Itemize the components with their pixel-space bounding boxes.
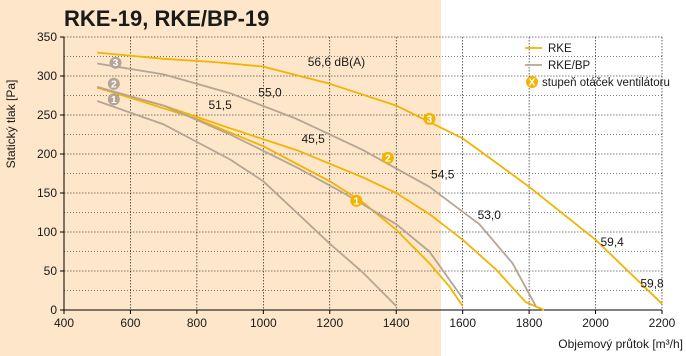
y-tick-label: 250 — [37, 108, 57, 122]
speed-marker-label: 1 — [111, 95, 117, 106]
series-line-rke-speed-2 — [96, 86, 545, 311]
x-tick-label: 400 — [54, 316, 74, 330]
speed-marker-label: 3 — [113, 58, 119, 69]
x-tick-label: 1600 — [449, 316, 476, 330]
series-line-rke-speed-3 — [97, 51, 663, 305]
y-tick-label: 100 — [37, 225, 57, 239]
y-tick-label: 200 — [37, 147, 57, 161]
noise-level-label: 59,4 — [600, 235, 624, 249]
speed-marker-label: 3 — [427, 114, 433, 125]
x-tick-label: 1200 — [316, 316, 343, 330]
y-tick-label: 350 — [37, 30, 57, 44]
x-tick-label: 1000 — [250, 316, 277, 330]
x-tick-label: 1800 — [516, 316, 543, 330]
speed-marker — [350, 194, 363, 207]
x-tick-label: 2200 — [649, 316, 676, 330]
x-tick-label: 800 — [187, 316, 207, 330]
y-axis-label: Statický tlak [Pa] — [4, 80, 18, 169]
x-tick-label: 1400 — [383, 316, 410, 330]
y-tick-label: 300 — [37, 69, 57, 83]
plot-area: 400 600 800 1000 1200 1400 1600 1800 2000 2200050… — [37, 30, 676, 330]
noise-level-label: 45,5 — [301, 132, 325, 146]
speed-marker — [381, 151, 394, 164]
highlight-band — [0, 0, 441, 356]
speed-marker-label: 2 — [385, 153, 391, 164]
x-axis-label: Objemový průtok [m³/h] — [558, 337, 683, 351]
legend-label: RKE — [548, 43, 572, 55]
series-line-rke-speed-1 — [96, 86, 464, 307]
noise-level-label: 59,8 — [640, 276, 664, 290]
series-line-rke-bp-speed-3 — [97, 62, 537, 307]
speed-marker-label: 2 — [111, 79, 117, 90]
series-line-rke-bp-speed-2 — [96, 86, 464, 299]
legend-marker — [526, 76, 538, 88]
noise-level-label: 51,5 — [208, 98, 232, 112]
series-line-rke-bp-speed-1 — [96, 100, 397, 307]
speed-marker — [107, 93, 120, 106]
speed-marker — [423, 112, 436, 125]
noise-level-label: 54,5 — [431, 167, 455, 181]
noise-level-label: 56,6 dB(A) — [308, 55, 365, 69]
speed-marker — [109, 56, 122, 69]
chart-title: RKE-19, RKE/BP-19 — [64, 6, 269, 31]
legend-label: RKE/BP — [548, 60, 591, 72]
speed-marker — [107, 77, 120, 90]
y-tick-label: 150 — [37, 186, 57, 200]
x-tick-label: 2000 — [582, 316, 609, 330]
y-tick-label: 50 — [44, 264, 58, 278]
speed-marker-label: 1 — [354, 196, 360, 207]
noise-level-label: 53,0 — [478, 208, 502, 222]
noise-level-label: 55,0 — [258, 85, 282, 99]
y-tick-label: 0 — [50, 303, 57, 317]
legend-label: stupeň otáček ventilátoru — [542, 77, 670, 89]
legend-marker-label: X — [529, 78, 536, 89]
x-tick-label: 600 — [120, 316, 140, 330]
